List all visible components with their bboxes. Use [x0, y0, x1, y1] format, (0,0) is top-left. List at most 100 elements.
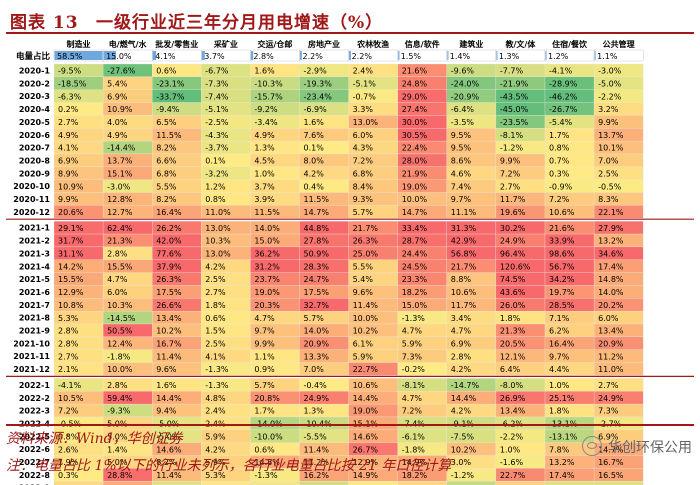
share-value: 1.3%: [499, 52, 520, 61]
share-bar: [103, 51, 116, 60]
cell-value: 1.8%: [500, 314, 521, 323]
cell-value: 11.4%: [304, 445, 330, 454]
cell-value: 24.9%: [500, 237, 526, 246]
cell-value: 2.8%: [58, 327, 79, 336]
cell-value: 15.1%: [107, 169, 133, 178]
cell-value: 9.4%: [156, 407, 177, 416]
cell-value: 5.3%: [205, 471, 226, 480]
cell-value: 33.4%: [402, 224, 428, 233]
cell-value: 74.5%: [500, 275, 526, 284]
cell-value: -23.4%: [304, 92, 333, 101]
cell-value: 28.3%: [304, 262, 330, 271]
cell-value: 24.5%: [402, 262, 428, 271]
cell-value: 4.2%: [304, 169, 325, 178]
cell-value: 13.4%: [156, 314, 182, 323]
cell-value: 37.9%: [156, 262, 182, 271]
cell-value: 5.4%: [353, 275, 374, 284]
cell-value: -19.3%: [304, 79, 333, 88]
cell-value: 11.0%: [205, 208, 231, 217]
cell-value: 0.1%: [304, 144, 325, 153]
cell-value: 17.4%: [598, 262, 624, 271]
cell-value: 7.2%: [549, 195, 570, 204]
cell-value: 26.2%: [156, 224, 182, 233]
cell-value: 4.6%: [451, 169, 472, 178]
cell-value: -13.1%: [549, 432, 578, 441]
cell-value: 9.9%: [58, 195, 79, 204]
heat-cell: [53, 481, 104, 485]
cell-value: -1.3%: [205, 365, 229, 374]
cell-value: 12.7%: [107, 208, 133, 217]
cell-value: -6.9%: [304, 105, 328, 114]
cell-value: 22.1%: [598, 208, 624, 217]
cell-value: 8.2%: [156, 195, 177, 204]
cell-value: 26.3%: [353, 237, 379, 246]
cell-value: 16.7%: [156, 339, 182, 348]
share-bar: [54, 51, 103, 60]
cell-value: 30.2%: [500, 224, 526, 233]
cell-value: 6.9%: [451, 339, 472, 348]
row-label: 2020-8: [19, 156, 51, 165]
cell-value: -2.5%: [205, 118, 229, 127]
cell-value: 8.8%: [451, 275, 472, 284]
cell-value: 3.2%: [598, 105, 619, 114]
cell-value: 11.5%: [254, 208, 280, 217]
cell-value: 13.2%: [598, 237, 624, 246]
cell-value: 27.9%: [598, 224, 624, 233]
column-header: 交运/仓邮: [257, 39, 292, 49]
share-bar: [152, 51, 157, 60]
cell-value: 10.2%: [353, 327, 379, 336]
cell-value: 13.0%: [205, 224, 231, 233]
cell-value: -43.5%: [500, 92, 529, 101]
cell-value: 6.0%: [598, 314, 619, 323]
cell-value: -14.7%: [451, 381, 480, 390]
cell-value: 4.2%: [451, 407, 472, 416]
cell-value: 1.7%: [549, 131, 570, 140]
cell-value: -10.0%: [254, 432, 283, 441]
cell-value: 10.3%: [205, 237, 231, 246]
cell-value: -4.1%: [549, 67, 573, 76]
row-label: 2020-2: [19, 79, 50, 88]
cell-value: 4.2%: [205, 445, 226, 454]
cell-value: 0.1%: [205, 157, 226, 166]
heat-cell: [446, 481, 497, 485]
cell-value: 26.3%: [156, 275, 182, 284]
cell-value: 28.8%: [107, 471, 133, 480]
cell-value: -2.2%: [500, 432, 524, 441]
cell-value: 21.6%: [549, 224, 575, 233]
cell-value: -26.7%: [549, 105, 578, 114]
column-header: 批发/零售业: [155, 39, 198, 49]
cell-value: 19.0%: [402, 182, 428, 191]
cell-value: 26.9%: [500, 394, 526, 403]
cell-value: -6.1%: [549, 484, 573, 485]
cell-value: -6.7%: [205, 67, 229, 76]
cell-value: 24.4%: [402, 250, 428, 259]
cell-value: 96.4%: [500, 250, 526, 259]
cell-value: 98.6%: [549, 250, 575, 259]
cell-value: -6.1%: [402, 432, 426, 441]
cell-value: 20.2%: [598, 301, 624, 310]
cell-value: 19.6%: [500, 208, 526, 217]
cell-value: -5.4%: [549, 118, 573, 127]
cell-value: 2.4%: [205, 407, 226, 416]
cell-value: 17.4%: [549, 471, 575, 480]
share-bar: [349, 51, 351, 60]
cell-value: -3.0%: [598, 67, 622, 76]
cell-value: 4.1%: [58, 144, 79, 153]
title-bar: 图表 13 一级行业近三年分月用电增速（%）: [6, 4, 694, 33]
share-value: 1.1%: [597, 52, 618, 61]
cell-value: 17.5%: [156, 288, 182, 297]
cell-value: 13.0%: [205, 250, 231, 259]
cell-value: -5.1%: [353, 79, 377, 88]
cell-value: 10.6%: [549, 208, 575, 217]
cell-value: 9.7%: [254, 327, 275, 336]
cell-value: 4.5%: [254, 157, 275, 166]
cell-value: 1.3%: [304, 407, 325, 416]
cell-value: 14.4%: [353, 394, 379, 403]
cell-value: 25.1%: [549, 394, 575, 403]
cell-value: 120.6%: [500, 262, 531, 271]
cell-value: 0.2%: [58, 105, 79, 114]
cell-value: 4.9%: [58, 131, 79, 140]
cell-value: 4.7%: [451, 327, 472, 336]
cell-value: -6.4%: [451, 105, 475, 114]
